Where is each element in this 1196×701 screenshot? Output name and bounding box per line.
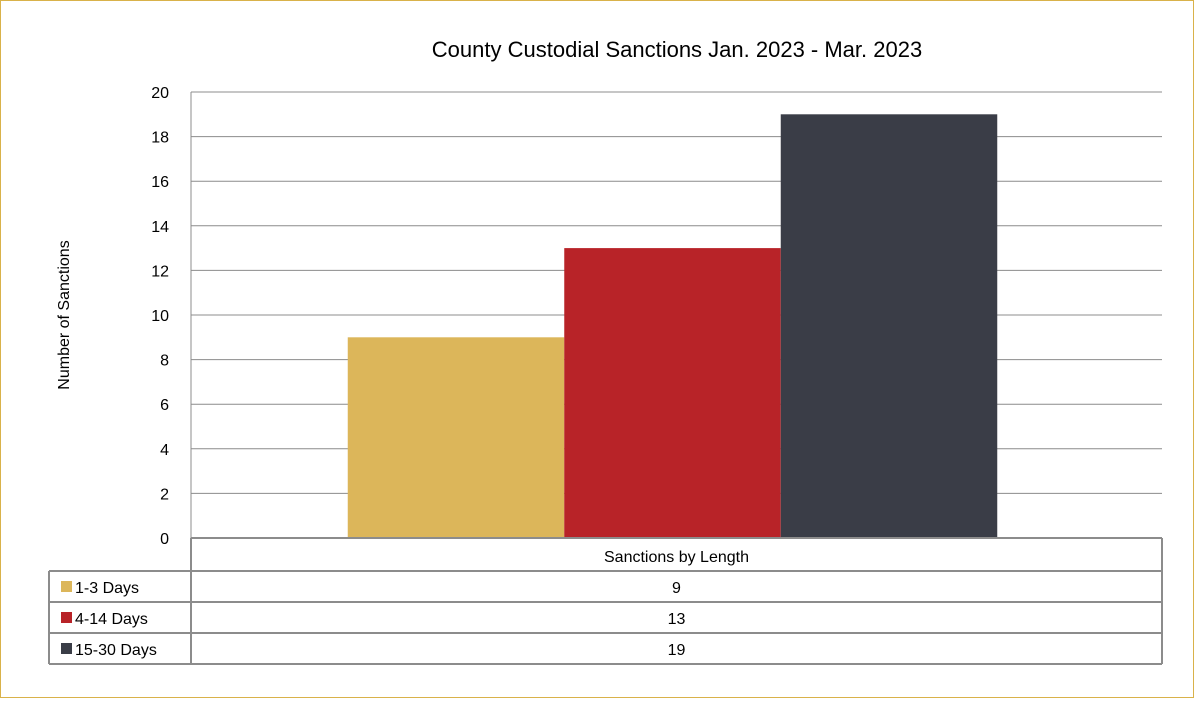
bar-15-30-days: [780, 114, 998, 539]
y-tick-label: 20: [151, 85, 169, 102]
y-axis-label: Number of Sanctions: [56, 240, 73, 389]
y-tick-label: 4: [160, 442, 169, 459]
y-tick-label: 18: [151, 130, 169, 147]
legend-swatch: [61, 612, 72, 623]
bars: [347, 114, 998, 539]
legend-label: 4-14 Days: [75, 611, 148, 628]
bar-4-14-days: [564, 248, 781, 538]
legend-swatch: [61, 643, 72, 654]
data-value-label: 19: [668, 642, 686, 659]
y-tick-label: 10: [151, 308, 169, 325]
data-table: Sanctions by Length 1-3 Days 9 4-14 Days 13 1…: [48, 537, 1163, 665]
y-tick-label: 6: [160, 397, 169, 414]
data-value-label: 9: [672, 580, 681, 597]
y-tick-label: 12: [151, 263, 169, 280]
table-header: Sanctions by Length: [604, 549, 749, 566]
data-value-label: 13: [668, 611, 686, 628]
y-axis-ticks: 0 2 4 6 8 10 12 14 16 18 20: [151, 85, 169, 548]
legend-swatch: [61, 581, 72, 592]
legend-label: 15-30 Days: [75, 642, 157, 659]
y-tick-label: 2: [160, 486, 169, 503]
chart-title: County Custodial Sanctions Jan. 2023 - M…: [432, 37, 922, 62]
y-tick-label: 16: [151, 174, 169, 191]
y-tick-label: 8: [160, 353, 169, 370]
y-tick-label: 0: [160, 531, 169, 548]
y-tick-label: 14: [151, 219, 169, 236]
bar-1-3-days: [347, 337, 565, 538]
legend-label: 1-3 Days: [75, 580, 139, 597]
